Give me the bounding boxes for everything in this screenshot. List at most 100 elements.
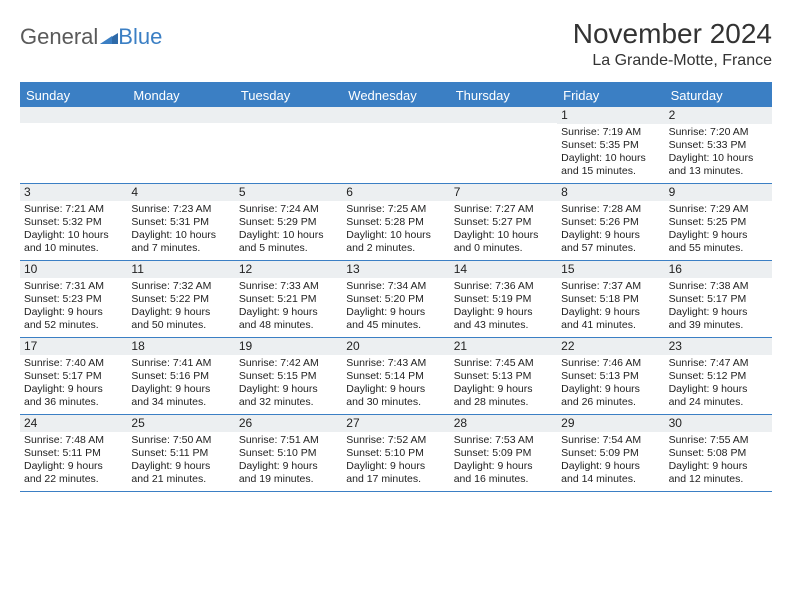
day-number: 5: [235, 184, 342, 201]
day-info: Sunrise: 7:51 AMSunset: 5:10 PMDaylight:…: [235, 432, 342, 490]
info-line: Sunset: 5:21 PM: [239, 293, 338, 306]
info-line: Sunrise: 7:53 AM: [454, 434, 553, 447]
info-line: Sunrise: 7:50 AM: [131, 434, 230, 447]
info-line: Sunset: 5:33 PM: [669, 139, 768, 152]
info-line: Sunrise: 7:51 AM: [239, 434, 338, 447]
day-number: 25: [127, 415, 234, 432]
info-line: Daylight: 9 hours: [561, 383, 660, 396]
day-number: [450, 107, 557, 123]
info-line: Sunrise: 7:52 AM: [346, 434, 445, 447]
info-line: Sunset: 5:22 PM: [131, 293, 230, 306]
info-line: Sunset: 5:28 PM: [346, 216, 445, 229]
day-cell: 10Sunrise: 7:31 AMSunset: 5:23 PMDayligh…: [20, 261, 127, 337]
info-line: Sunset: 5:10 PM: [239, 447, 338, 460]
day-number: 13: [342, 261, 449, 278]
day-number: 4: [127, 184, 234, 201]
info-line: Sunset: 5:15 PM: [239, 370, 338, 383]
day-cell: 16Sunrise: 7:38 AMSunset: 5:17 PMDayligh…: [665, 261, 772, 337]
info-line: Daylight: 9 hours: [346, 383, 445, 396]
day-number: [342, 107, 449, 123]
day-info: Sunrise: 7:25 AMSunset: 5:28 PMDaylight:…: [342, 201, 449, 259]
day-cell: 29Sunrise: 7:54 AMSunset: 5:09 PMDayligh…: [557, 415, 664, 491]
day-cell: 24Sunrise: 7:48 AMSunset: 5:11 PMDayligh…: [20, 415, 127, 491]
day-number: 16: [665, 261, 772, 278]
day-number: 26: [235, 415, 342, 432]
info-line: Daylight: 9 hours: [561, 229, 660, 242]
info-line: Sunrise: 7:20 AM: [669, 126, 768, 139]
day-cell: 27Sunrise: 7:52 AMSunset: 5:10 PMDayligh…: [342, 415, 449, 491]
info-line: Daylight: 9 hours: [346, 306, 445, 319]
info-line: Daylight: 9 hours: [669, 460, 768, 473]
info-line: Daylight: 9 hours: [239, 306, 338, 319]
day-cell: 6Sunrise: 7:25 AMSunset: 5:28 PMDaylight…: [342, 184, 449, 260]
day-cell: 20Sunrise: 7:43 AMSunset: 5:14 PMDayligh…: [342, 338, 449, 414]
info-line: Daylight: 9 hours: [561, 460, 660, 473]
info-line: and 28 minutes.: [454, 396, 553, 409]
info-line: and 14 minutes.: [561, 473, 660, 486]
info-line: Sunset: 5:13 PM: [454, 370, 553, 383]
day-info: Sunrise: 7:45 AMSunset: 5:13 PMDaylight:…: [450, 355, 557, 413]
day-header: Tuesday: [235, 84, 342, 107]
day-number: [127, 107, 234, 123]
day-cell: 9Sunrise: 7:29 AMSunset: 5:25 PMDaylight…: [665, 184, 772, 260]
info-line: Sunset: 5:29 PM: [239, 216, 338, 229]
day-number: [20, 107, 127, 123]
info-line: Sunset: 5:11 PM: [24, 447, 123, 460]
info-line: and 48 minutes.: [239, 319, 338, 332]
header: General Blue November 2024 La Grande-Mot…: [20, 18, 772, 70]
info-line: and 12 minutes.: [669, 473, 768, 486]
info-line: Sunrise: 7:40 AM: [24, 357, 123, 370]
info-line: Sunrise: 7:38 AM: [669, 280, 768, 293]
info-line: and 41 minutes.: [561, 319, 660, 332]
day-number: 18: [127, 338, 234, 355]
day-cell: 19Sunrise: 7:42 AMSunset: 5:15 PMDayligh…: [235, 338, 342, 414]
day-cell: 7Sunrise: 7:27 AMSunset: 5:27 PMDaylight…: [450, 184, 557, 260]
info-line: Sunrise: 7:27 AM: [454, 203, 553, 216]
day-cell: 26Sunrise: 7:51 AMSunset: 5:10 PMDayligh…: [235, 415, 342, 491]
info-line: and 55 minutes.: [669, 242, 768, 255]
info-line: and 15 minutes.: [561, 165, 660, 178]
day-info: Sunrise: 7:21 AMSunset: 5:32 PMDaylight:…: [20, 201, 127, 259]
week-row: 1Sunrise: 7:19 AMSunset: 5:35 PMDaylight…: [20, 107, 772, 184]
info-line: Daylight: 9 hours: [669, 229, 768, 242]
day-cell: [235, 107, 342, 183]
day-number: 19: [235, 338, 342, 355]
day-cell: 2Sunrise: 7:20 AMSunset: 5:33 PMDaylight…: [665, 107, 772, 183]
page-title: November 2024: [573, 18, 772, 50]
info-line: Sunset: 5:17 PM: [669, 293, 768, 306]
day-header: Wednesday: [342, 84, 449, 107]
day-header: Saturday: [665, 84, 772, 107]
title-block: November 2024 La Grande-Motte, France: [573, 18, 772, 70]
week-row: 10Sunrise: 7:31 AMSunset: 5:23 PMDayligh…: [20, 261, 772, 338]
info-line: Daylight: 10 hours: [669, 152, 768, 165]
day-info: Sunrise: 7:36 AMSunset: 5:19 PMDaylight:…: [450, 278, 557, 336]
info-line: and 7 minutes.: [131, 242, 230, 255]
day-info: Sunrise: 7:28 AMSunset: 5:26 PMDaylight:…: [557, 201, 664, 259]
day-info: Sunrise: 7:37 AMSunset: 5:18 PMDaylight:…: [557, 278, 664, 336]
info-line: Sunrise: 7:42 AM: [239, 357, 338, 370]
info-line: Sunset: 5:18 PM: [561, 293, 660, 306]
info-line: Sunset: 5:32 PM: [24, 216, 123, 229]
day-number: 1: [557, 107, 664, 124]
info-line: Sunrise: 7:24 AM: [239, 203, 338, 216]
info-line: Daylight: 9 hours: [561, 306, 660, 319]
day-cell: 5Sunrise: 7:24 AMSunset: 5:29 PMDaylight…: [235, 184, 342, 260]
day-info: Sunrise: 7:19 AMSunset: 5:35 PMDaylight:…: [557, 124, 664, 182]
info-line: and 36 minutes.: [24, 396, 123, 409]
info-line: Sunset: 5:27 PM: [454, 216, 553, 229]
info-line: Daylight: 9 hours: [669, 306, 768, 319]
day-cell: 23Sunrise: 7:47 AMSunset: 5:12 PMDayligh…: [665, 338, 772, 414]
info-line: Sunset: 5:11 PM: [131, 447, 230, 460]
info-line: and 22 minutes.: [24, 473, 123, 486]
info-line: and 26 minutes.: [561, 396, 660, 409]
day-info: Sunrise: 7:43 AMSunset: 5:14 PMDaylight:…: [342, 355, 449, 413]
day-cell: 18Sunrise: 7:41 AMSunset: 5:16 PMDayligh…: [127, 338, 234, 414]
calendar: Sunday Monday Tuesday Wednesday Thursday…: [20, 82, 772, 492]
info-line: Sunrise: 7:31 AM: [24, 280, 123, 293]
info-line: and 45 minutes.: [346, 319, 445, 332]
day-info: Sunrise: 7:38 AMSunset: 5:17 PMDaylight:…: [665, 278, 772, 336]
day-number: 23: [665, 338, 772, 355]
day-cell: 12Sunrise: 7:33 AMSunset: 5:21 PMDayligh…: [235, 261, 342, 337]
day-number: 21: [450, 338, 557, 355]
day-cell: 1Sunrise: 7:19 AMSunset: 5:35 PMDaylight…: [557, 107, 664, 183]
